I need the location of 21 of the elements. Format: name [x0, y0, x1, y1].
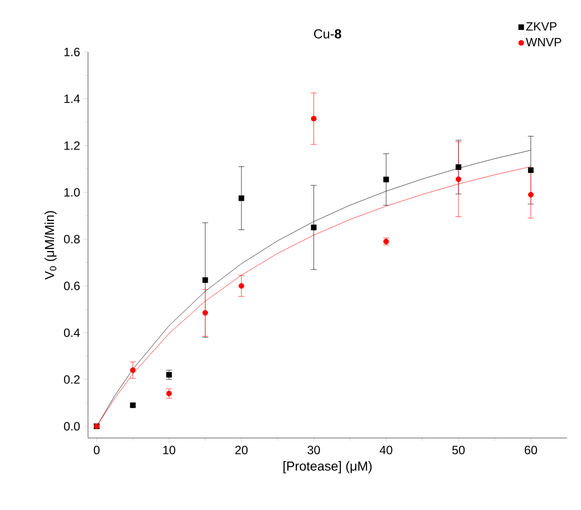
x-tick-label: 50	[452, 446, 465, 454]
y-tick-label: 0.6	[64, 282, 80, 290]
y-tick-label: 1.0	[64, 188, 80, 197]
x-tick-label: 10	[163, 446, 176, 454]
y-tick-label: 0.4	[64, 328, 80, 337]
x-tick-label: 40	[380, 446, 392, 454]
x-tick-label: 30	[308, 446, 320, 454]
x-tick-label: 20	[235, 446, 248, 454]
legend-label: WNVP	[526, 38, 562, 46]
x-tick-label: 60	[524, 446, 538, 454]
y-tick-label: 1.4	[64, 94, 80, 103]
x-axis-title: [Protease] (μM)	[284, 461, 372, 474]
y-tick-label: 0.2	[64, 375, 80, 384]
y-axis-title: V$_{0}$ (μM/Min)	[44, 211, 57, 280]
legend-label: ZKVP	[526, 22, 557, 31]
x-tick-label: 0	[94, 446, 100, 454]
chart-title: Cu-8	[314, 29, 342, 38]
y-tick-label: 1.2	[64, 141, 80, 150]
y-tick-label: 1.6	[64, 48, 80, 56]
y-tick-label: 0.8	[64, 234, 80, 244]
y-tick-label: 0.0	[64, 422, 80, 431]
